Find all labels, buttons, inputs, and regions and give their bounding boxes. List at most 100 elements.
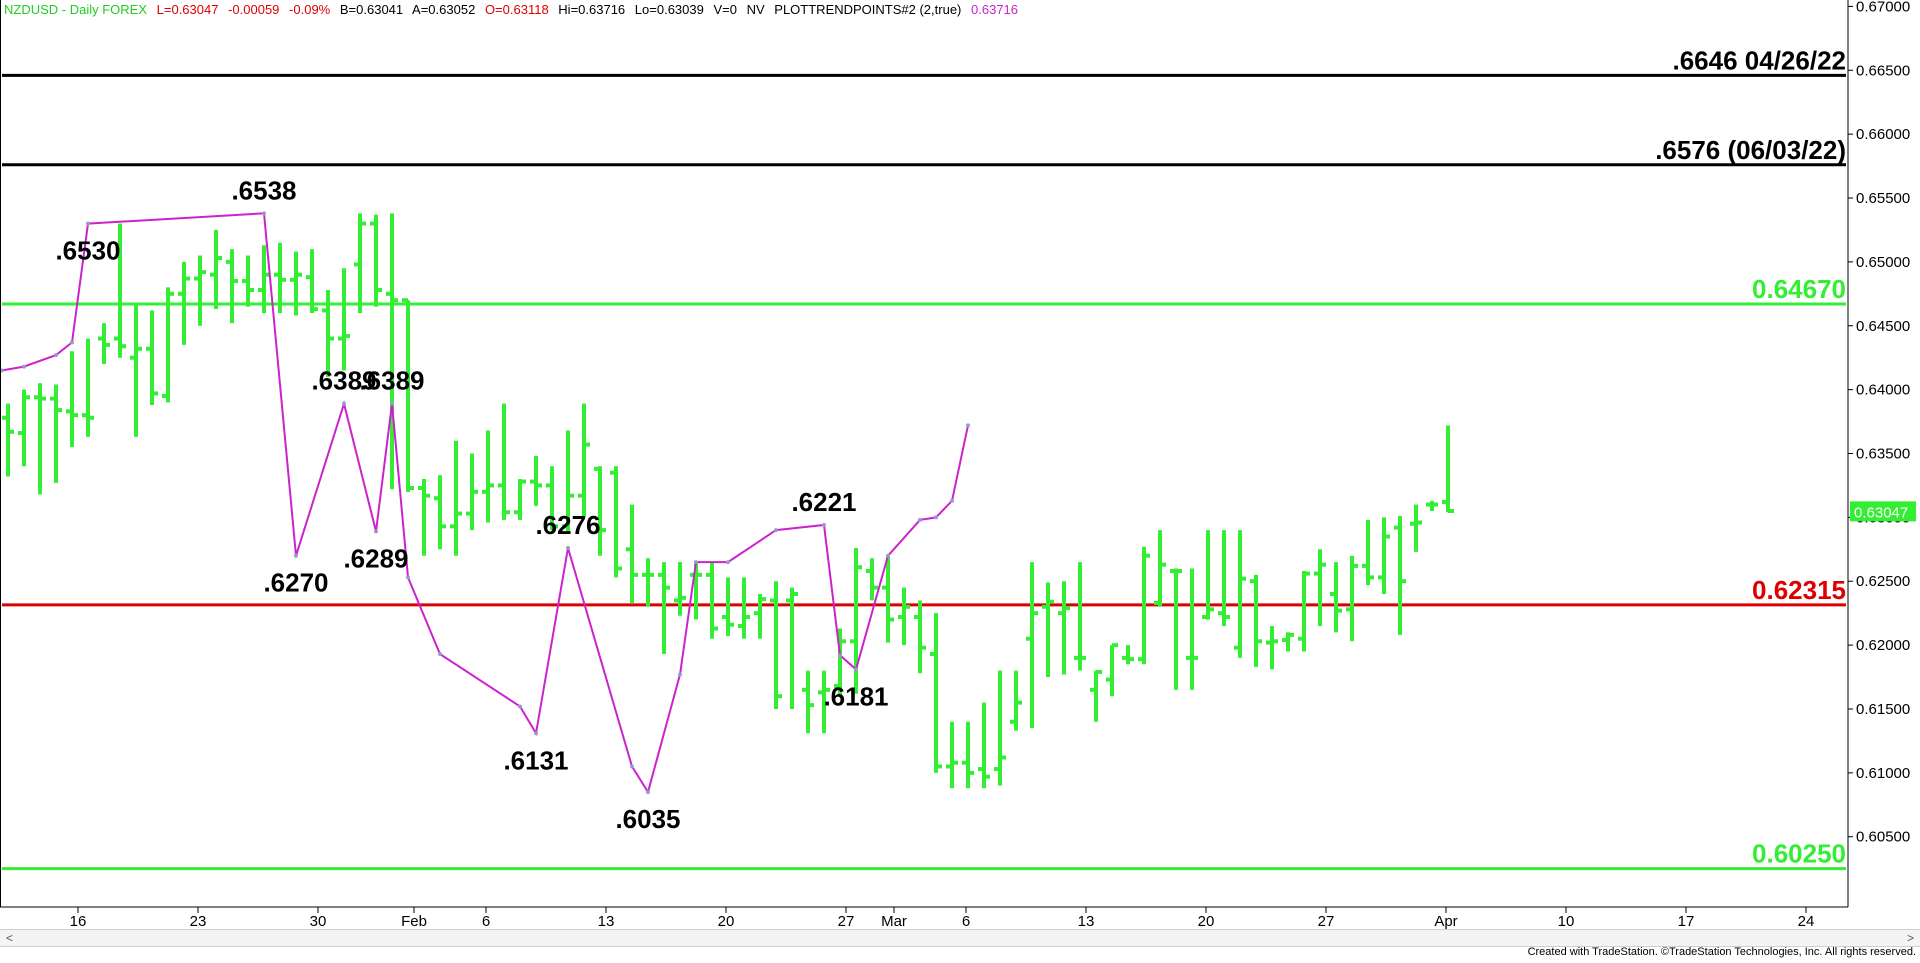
ohlc-bar (1170, 568, 1182, 690)
ohlc-bar (978, 702, 990, 789)
ohlc-bar (578, 403, 590, 518)
ohlc-bar (146, 310, 158, 405)
ohlc-bar (1138, 546, 1150, 665)
trend-point (854, 667, 858, 672)
last-price-box (1850, 501, 1916, 522)
ohlc-bar (130, 302, 142, 437)
scroll-right-icon[interactable]: > (1906, 931, 1914, 945)
x-tick-label: 13 (1078, 913, 1095, 930)
ohlc-bar (626, 504, 638, 603)
y-tick-label: 0.64000 (1856, 382, 1910, 399)
ohlc-bar (706, 562, 718, 639)
x-tick-label: Mar (881, 913, 907, 930)
ohlc-bar (1266, 625, 1278, 670)
ohlc-bar (466, 453, 478, 531)
ohlc-bar (178, 261, 190, 345)
ohlc-bar (722, 577, 734, 637)
trend-point-label: .6181 (823, 681, 888, 711)
trend-point-label: .6538 (231, 175, 296, 205)
trend-point (406, 575, 410, 580)
ohlc-bar (354, 213, 366, 313)
ohlc-bar (338, 268, 350, 371)
x-tick-label: Apr (1434, 913, 1457, 930)
ohlc-bar (1186, 568, 1198, 690)
level-label-2: 0.64670 (1752, 274, 1846, 304)
trend-point (726, 560, 730, 565)
trend-point (390, 401, 394, 406)
ohlc-bar (754, 594, 766, 639)
ohlc-bar (66, 351, 78, 448)
x-tick-label: 20 (1198, 913, 1215, 930)
ohlc-bar (418, 479, 430, 556)
x-tick-label: 10 (1558, 913, 1575, 930)
ohlc-bar (914, 600, 926, 674)
ohlc-bar (2, 403, 14, 477)
x-tick-label: 24 (1798, 913, 1815, 930)
ohlc-bar (1378, 517, 1390, 595)
trend-point (822, 523, 826, 528)
x-tick-label: 20 (718, 913, 735, 930)
trend-point (646, 790, 650, 795)
change-pct-readout: -0.09% (289, 2, 331, 17)
ohlc-bar (786, 587, 798, 709)
trend-point (342, 401, 346, 406)
ohlc-bar (1346, 555, 1358, 642)
ohlc-bar (274, 242, 286, 313)
trend-point-label: .6276 (535, 510, 600, 540)
trend-point-label: .6389 (311, 366, 376, 396)
trend-point (294, 553, 298, 558)
trend-point (518, 704, 522, 709)
ohlc-bar (946, 721, 958, 789)
trend-point (886, 553, 890, 558)
ohlc-bar (98, 323, 110, 365)
ohlc-bar (850, 548, 862, 694)
scroll-left-icon[interactable]: < (6, 931, 14, 945)
y-tick-label: 0.62000 (1856, 637, 1910, 654)
ask-readout: A=0.63052 (412, 2, 476, 17)
low-readout: Lo=0.63039 (634, 2, 704, 17)
volume-readout: V=0 (713, 2, 737, 17)
horizontal-scrollbar[interactable]: < > (0, 929, 1920, 947)
trend-point (966, 423, 970, 428)
ohlc-bar (530, 456, 542, 506)
ohlc-bar (1426, 500, 1438, 511)
x-tick-label: 6 (962, 913, 970, 930)
level-label-0: .6646 04/26/22 (1673, 45, 1847, 75)
x-tick-label: Feb (401, 913, 427, 930)
level-label-1: .6576 (06/03/22) (1655, 135, 1846, 165)
time-axis[interactable]: 16 23 30 Feb 6 13 20 27 Mar 6 13 20 27 Apr 10 17 24 (70, 907, 1815, 930)
y-tick-label: 0.60500 (1856, 829, 1910, 846)
ohlc-bar (818, 670, 830, 734)
trend-point-label: .6131 (503, 745, 568, 775)
level-label-4: 0.60250 (1752, 839, 1846, 869)
ohlc-bar (674, 562, 686, 616)
ohlc-bar (1394, 516, 1406, 635)
x-tick-label: 27 (838, 913, 855, 930)
trend-point (950, 498, 954, 503)
trend-point (534, 731, 538, 736)
ohlc-bar (386, 213, 398, 490)
ohlc-bar (162, 287, 174, 403)
trend-point-labels: .6530 .6538 .6270 .6389 .6289 .6389 .6131 .6276… (55, 175, 888, 834)
trend-point-label: .6270 (263, 568, 328, 598)
ohlc-bar (658, 562, 670, 655)
y-tick-label: 0.65000 (1856, 254, 1910, 271)
ohlc-bar (1218, 530, 1230, 626)
ohlc-bar (242, 255, 254, 307)
ohlc-bar (1314, 549, 1326, 626)
ohlc-bar (370, 214, 382, 307)
ohlc-bar (290, 251, 302, 316)
indicator-name: PLOTTRENDPOINTS#2 (2,true) (774, 2, 962, 17)
ohlc-bar (802, 670, 814, 734)
ohlc-bar (610, 466, 622, 578)
open-readout: O=0.63118 (484, 2, 549, 17)
ohlc-bar (1282, 632, 1294, 652)
ohlc-bar (498, 403, 510, 520)
last-price-readout: L=0.63047 (156, 2, 219, 17)
ohlc-bar (18, 389, 30, 467)
trend-point-label: .6035 (615, 804, 680, 834)
price-axis[interactable]: 0.60500 0.61000 0.61500 0.62000 0.62500 0.630… (0, 0, 1916, 908)
trend-point (678, 672, 682, 677)
ohlc-bar (1090, 669, 1102, 722)
